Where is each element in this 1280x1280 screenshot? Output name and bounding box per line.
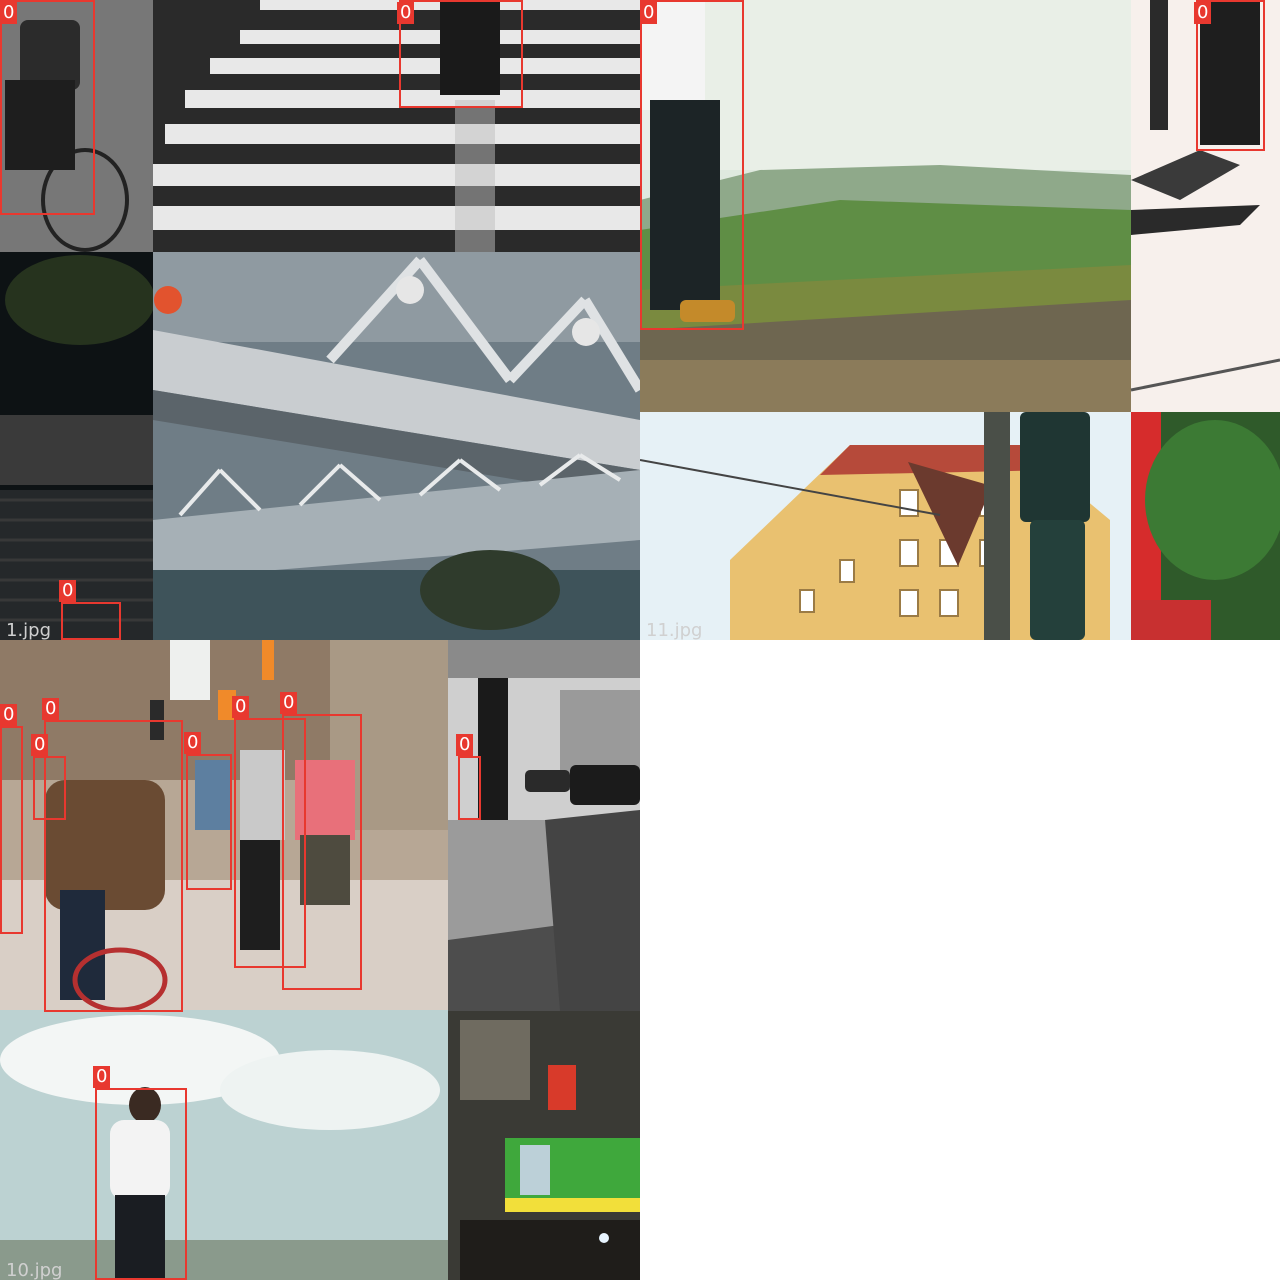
mosaic-1-scene — [0, 0, 640, 640]
mosaic-3-filename: 10.jpg — [6, 1260, 63, 1280]
person-label-12: 0 — [456, 734, 474, 756]
person-label-2: 0 — [397, 2, 415, 24]
person-bbox-6 — [0, 726, 23, 934]
person-label-1: 0 — [0, 2, 18, 24]
person-bbox-13 — [95, 1088, 187, 1280]
person-bbox-10 — [234, 718, 306, 968]
person-bbox-2 — [399, 0, 523, 108]
mosaic-3: 10.jpg — [0, 640, 640, 1280]
person-label-8: 0 — [31, 734, 49, 756]
person-label-11: 0 — [280, 692, 298, 714]
mosaic-1: 1.jpg — [0, 0, 640, 640]
person-bbox-5 — [1196, 0, 1265, 151]
person-bbox-11 — [282, 714, 362, 990]
person-label-5: 0 — [1194, 2, 1212, 24]
person-label-3: 0 — [59, 580, 77, 602]
person-bbox-9 — [186, 754, 232, 890]
person-bbox-1 — [0, 0, 95, 215]
mosaic-2-filename: 11.jpg — [646, 620, 703, 640]
person-label-13: 0 — [93, 1066, 111, 1088]
person-label-4: 0 — [640, 2, 658, 24]
person-bbox-4 — [640, 0, 744, 330]
mosaic-2: 11.jpg — [640, 0, 1280, 640]
person-label-6: 0 — [0, 704, 18, 726]
mosaic-2-scene — [640, 0, 1280, 640]
person-label-9: 0 — [184, 732, 202, 754]
person-label-10: 0 — [232, 696, 250, 718]
person-bbox-7 — [44, 720, 183, 1012]
person-bbox-8 — [33, 756, 66, 820]
mosaic-1-filename: 1.jpg — [6, 620, 52, 640]
mosaic-3-scene — [0, 640, 640, 1280]
person-bbox-3 — [61, 602, 121, 640]
person-label-7: 0 — [42, 698, 60, 720]
person-bbox-12 — [458, 756, 481, 820]
